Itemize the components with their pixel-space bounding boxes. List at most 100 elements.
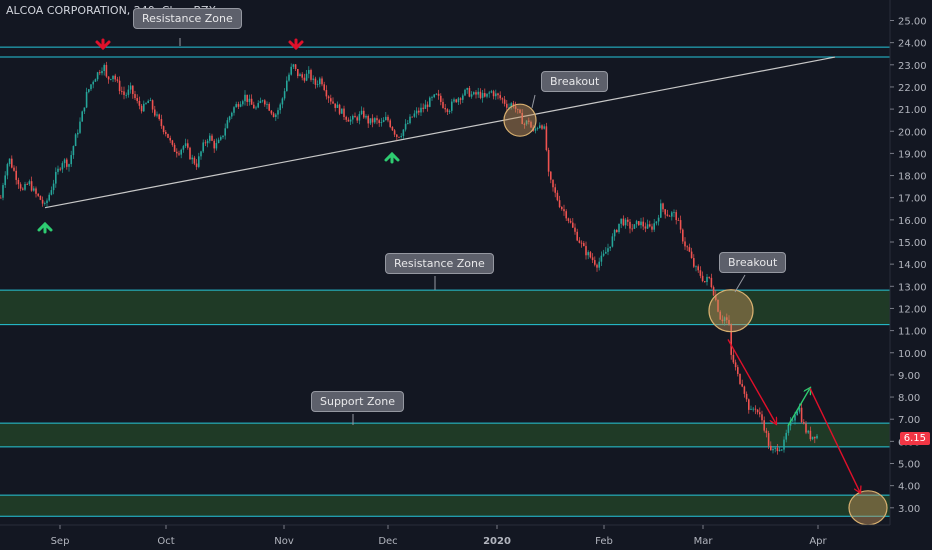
- candle-body: [173, 144, 176, 152]
- candle-body: [6, 164, 9, 176]
- candle-body: [737, 367, 739, 374]
- candle-body: [605, 251, 607, 254]
- candle-body: [367, 115, 369, 124]
- candle-body: [682, 229, 684, 242]
- candle-body: [299, 74, 301, 77]
- candle-body: [228, 116, 231, 121]
- y-tick-label: 25.00: [898, 17, 927, 28]
- candle-body: [79, 121, 81, 133]
- candle-body: [814, 436, 816, 439]
- candle-body: [787, 425, 790, 433]
- candle-body: [239, 104, 242, 107]
- candle-body: [264, 100, 266, 105]
- candle-body: [22, 188, 24, 190]
- candle-body: [409, 116, 411, 124]
- candle-body: [292, 64, 295, 67]
- candle-body: [693, 258, 695, 267]
- candle-body: [200, 151, 202, 157]
- candle-body: [550, 171, 552, 180]
- candle-body: [528, 120, 530, 122]
- candle-body: [77, 132, 79, 135]
- candle-body: [730, 324, 732, 355]
- candle-body: [704, 281, 706, 283]
- candle-body: [110, 79, 112, 80]
- candle-body: [611, 236, 614, 247]
- candle-body: [116, 79, 119, 81]
- y-tick-label: 14.00: [898, 260, 927, 271]
- candle-body: [490, 91, 493, 93]
- candle-body: [761, 414, 763, 421]
- x-tick-label: Feb: [595, 536, 613, 547]
- candle-body: [162, 126, 165, 132]
- candle-body: [376, 118, 378, 121]
- candle-body: [481, 93, 484, 98]
- candle-body: [598, 261, 600, 268]
- candle-body: [187, 143, 189, 148]
- y-tick-label: 18.00: [898, 172, 927, 183]
- candle-body: [525, 120, 528, 125]
- candle-body: [57, 168, 59, 172]
- candle-body: [770, 445, 772, 451]
- breakout-circle: [503, 103, 537, 137]
- candle-body: [536, 127, 539, 129]
- candle-body: [561, 206, 563, 210]
- candle-body: [609, 246, 611, 249]
- candle-body: [184, 143, 187, 147]
- candle-body: [308, 70, 310, 74]
- candle-body: [30, 181, 33, 191]
- candle-body: [477, 91, 479, 95]
- candle-body: [103, 65, 105, 72]
- candle-body: [756, 409, 759, 413]
- candle-body: [521, 112, 523, 125]
- candle-body: [688, 247, 691, 252]
- candle-body: [732, 354, 735, 363]
- candle-body: [341, 108, 343, 114]
- candle-body: [63, 159, 66, 164]
- candle-body: [411, 116, 413, 118]
- candle-body: [512, 103, 515, 107]
- candle-body: [701, 275, 704, 282]
- candle-body: [728, 319, 730, 325]
- candle-body: [145, 103, 147, 104]
- candle-body: [433, 94, 435, 98]
- y-tick-label: 12.00: [898, 304, 927, 315]
- candle-body: [743, 386, 746, 394]
- candle-body: [677, 220, 680, 221]
- candle-body: [253, 104, 255, 109]
- candle-body: [752, 408, 754, 410]
- breakout-callout-1: Breakout: [541, 71, 609, 92]
- candle-body: [347, 119, 350, 122]
- candle-body: [624, 219, 627, 226]
- candle-body: [398, 136, 400, 138]
- y-tick-label: 19.00: [898, 149, 927, 160]
- candle-body: [211, 135, 213, 141]
- candle-body: [279, 104, 281, 111]
- candle-body: [92, 81, 94, 85]
- y-tick-label: 5.00: [898, 460, 920, 471]
- candle-body: [684, 241, 686, 247]
- candle-body: [52, 183, 55, 191]
- annotations-layer: [37, 38, 888, 526]
- candle-body: [325, 90, 328, 97]
- candle-body: [202, 142, 204, 152]
- candle-body: [338, 104, 341, 114]
- candle-body: [312, 78, 314, 80]
- candle-body: [11, 158, 13, 168]
- candle-body: [721, 319, 724, 322]
- candle-body: [558, 200, 561, 207]
- candle-body: [48, 194, 50, 201]
- candle-body: [587, 252, 589, 256]
- y-tick-label: 4.00: [898, 482, 920, 493]
- forecast-arrow-down: [809, 387, 860, 492]
- candle-body: [147, 100, 149, 104]
- up-arrow-icon: [37, 221, 53, 234]
- candle-body: [330, 98, 332, 102]
- candle-body: [616, 229, 618, 233]
- candle-body: [59, 168, 61, 170]
- x-tick-label: Sep: [51, 536, 70, 547]
- candle-body: [297, 69, 299, 77]
- candle-body: [646, 224, 649, 229]
- candle-body: [195, 163, 198, 167]
- y-tick-label: 24.00: [898, 39, 927, 50]
